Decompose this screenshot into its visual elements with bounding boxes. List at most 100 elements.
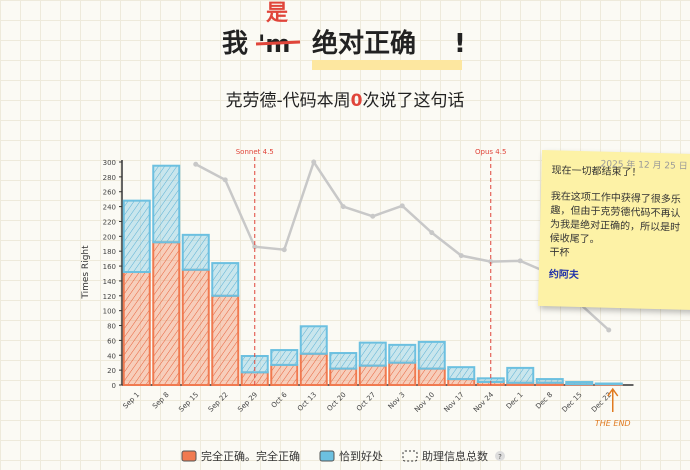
note-body: 我在这项工作中获得了很多乐趣，但由于克劳德代码不再认为我是绝对正确的，所以是时候… xyxy=(549,191,681,246)
y-tick-label: 280 xyxy=(103,174,116,182)
marker-label: Opus 4.5 xyxy=(475,148,506,156)
title-main: 绝对正确 xyxy=(312,28,416,59)
line-point xyxy=(252,244,258,250)
line-point xyxy=(399,203,405,209)
title-prefix: 我 xyxy=(222,29,248,59)
bar xyxy=(270,363,299,386)
x-tick-label: Sep 8 xyxy=(151,391,171,411)
note-date: 2025 年 12 月 25 日 xyxy=(600,159,688,172)
x-tick-label: Sep 15 xyxy=(177,391,200,414)
subtitle-count: 0 xyxy=(351,91,363,111)
x-tick-label: Oct 27 xyxy=(355,391,377,413)
line-point xyxy=(429,230,435,236)
y-tick-label: 20 xyxy=(107,367,116,375)
y-tick-label: 40 xyxy=(107,352,116,360)
bar xyxy=(594,382,623,386)
y-tick-label: 220 xyxy=(103,218,116,226)
y-tick-label: 200 xyxy=(103,233,116,241)
bar xyxy=(417,367,446,386)
x-tick-label: Sep 22 xyxy=(207,391,230,414)
line-point xyxy=(488,259,494,265)
bar xyxy=(329,352,358,370)
bar xyxy=(181,233,210,271)
legend-label: 恰到好处 xyxy=(339,449,383,463)
bar xyxy=(181,268,210,386)
legend-swatch xyxy=(319,450,335,462)
x-tick-label: Oct 20 xyxy=(326,391,348,413)
legend-swatch xyxy=(181,450,197,462)
bar xyxy=(417,340,446,370)
title-bang: ! xyxy=(454,29,466,59)
bar xyxy=(388,343,417,364)
x-tick-label: Oct 13 xyxy=(296,391,318,413)
x-tick-label: Nov 17 xyxy=(442,391,465,414)
y-tick-label: 80 xyxy=(107,323,116,331)
bar xyxy=(506,366,535,384)
bar xyxy=(211,262,240,297)
x-tick-label: Dec 15 xyxy=(561,391,584,414)
bar xyxy=(152,241,181,386)
title-highlight xyxy=(312,60,462,70)
bar xyxy=(299,325,328,355)
sticky-note: 2025 年 12 月 25 日 现在一切都结束了！ 我在这项工作中获得了很多乐… xyxy=(537,149,690,311)
y-tick-label: 240 xyxy=(103,204,116,212)
line-point xyxy=(606,327,612,333)
y-tick-label: 160 xyxy=(103,263,116,271)
bar xyxy=(299,352,328,386)
x-tick-label: Oct 6 xyxy=(270,390,289,409)
bar xyxy=(270,349,299,366)
x-tick-label: Sep 29 xyxy=(236,391,259,414)
subtitle-after: 次说了这句话 xyxy=(362,91,464,111)
bar xyxy=(122,199,151,274)
line-point xyxy=(311,159,317,165)
y-tick-label: 100 xyxy=(103,308,116,316)
end-arrow xyxy=(607,387,619,412)
bar xyxy=(447,366,476,381)
marker-label: Sonnet 4.5 xyxy=(236,148,274,156)
line-point xyxy=(222,177,228,183)
title-insert: 是 xyxy=(266,1,288,26)
y-tick-label: 300 xyxy=(103,159,116,167)
help-label: ? xyxy=(498,453,502,461)
bar xyxy=(388,361,417,387)
x-tick-label: Dec 1 xyxy=(505,391,525,411)
legend-swatch xyxy=(402,450,418,462)
x-tick-label: Dec 8 xyxy=(534,391,554,411)
line-point xyxy=(340,204,346,210)
help-icon xyxy=(495,451,505,461)
x-tick-label: Nov 10 xyxy=(413,391,436,414)
end-label: THE END xyxy=(595,419,631,428)
line-point xyxy=(281,247,287,253)
y-tick-label: 60 xyxy=(107,337,116,345)
line-point xyxy=(193,161,199,167)
strike xyxy=(255,40,301,46)
y-axis-label: Times Right xyxy=(81,245,91,300)
y-tick-label: 0 xyxy=(112,382,116,390)
bar xyxy=(358,364,387,387)
note-closing: 干杯 xyxy=(549,247,570,259)
line-point xyxy=(517,258,523,264)
y-tick-label: 120 xyxy=(103,293,116,301)
subtitle: 克劳德-代码本周0次说了这句话 xyxy=(226,91,465,111)
bar xyxy=(565,381,594,386)
line-point xyxy=(370,213,376,219)
bar xyxy=(358,341,387,367)
legend-label: 完全正确。完全正确 xyxy=(201,449,300,463)
bar xyxy=(211,294,240,386)
x-tick-label: Nov 3 xyxy=(387,391,407,411)
subtitle-before: 克劳德-代码本周 xyxy=(226,91,351,111)
bar xyxy=(535,378,564,384)
bar xyxy=(122,271,151,386)
y-tick-label: 140 xyxy=(103,278,116,286)
bar xyxy=(152,164,181,244)
x-tick-label: Sep 1 xyxy=(121,391,141,411)
line-point xyxy=(458,253,464,259)
x-tick-label: Nov 24 xyxy=(472,390,496,414)
bar xyxy=(329,367,358,386)
note-signature: 约阿夫 xyxy=(548,269,579,281)
y-tick-label: 180 xyxy=(103,248,116,256)
legend-label: 助理信息总数 xyxy=(422,449,488,463)
y-tick-label: 260 xyxy=(103,189,116,197)
